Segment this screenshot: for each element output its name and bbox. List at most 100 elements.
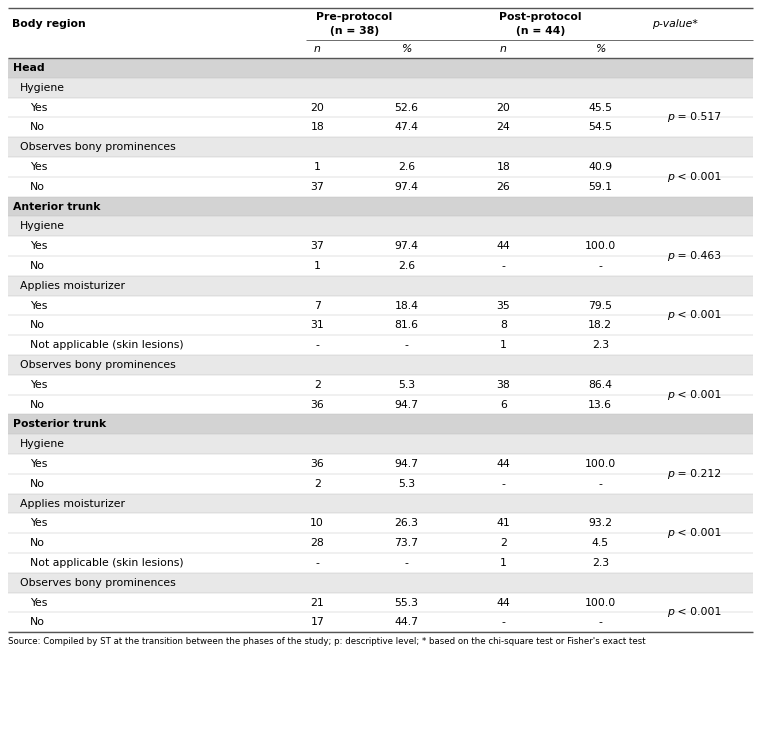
Bar — [8, 375, 753, 395]
Text: 97.4: 97.4 — [394, 241, 419, 251]
Text: No: No — [30, 320, 45, 330]
Text: Yes: Yes — [30, 241, 47, 251]
Bar — [8, 395, 753, 415]
Text: Source: Compiled by ST at the transition between the phases of the study; p: des: Source: Compiled by ST at the transition… — [8, 637, 645, 646]
Bar — [8, 276, 753, 296]
Bar — [8, 435, 753, 454]
Text: 17: 17 — [310, 617, 324, 627]
Bar — [8, 157, 753, 177]
Text: -: - — [501, 479, 505, 488]
Text: Not applicable (skin lesions): Not applicable (skin lesions) — [30, 558, 183, 568]
Text: No: No — [30, 617, 45, 627]
Bar — [8, 573, 753, 593]
Text: 100.0: 100.0 — [584, 459, 616, 469]
Text: p-value*: p-value* — [652, 19, 698, 29]
Text: 2: 2 — [314, 380, 320, 389]
Bar — [8, 613, 753, 632]
Text: 37: 37 — [310, 241, 324, 251]
Text: (n = 44): (n = 44) — [516, 26, 565, 36]
Text: 86.4: 86.4 — [588, 380, 613, 389]
Text: -: - — [501, 617, 505, 627]
Text: 41: 41 — [496, 518, 511, 528]
Text: p: p — [667, 310, 673, 321]
Text: Observes bony prominences: Observes bony prominences — [20, 578, 176, 588]
Bar — [8, 593, 753, 613]
Text: Observes bony prominences: Observes bony prominences — [20, 360, 176, 370]
Text: -: - — [598, 479, 602, 488]
Text: = 0.463: = 0.463 — [673, 251, 721, 261]
Text: No: No — [30, 400, 45, 409]
Text: 40.9: 40.9 — [588, 162, 613, 172]
Text: 21: 21 — [310, 598, 324, 607]
Text: Head: Head — [13, 63, 45, 73]
Text: -: - — [315, 340, 319, 350]
Text: 100.0: 100.0 — [584, 598, 616, 607]
Text: 26: 26 — [496, 182, 511, 191]
Bar — [8, 98, 753, 118]
Text: 7: 7 — [314, 301, 320, 310]
Text: 5.3: 5.3 — [398, 380, 416, 389]
Text: Applies moisturizer: Applies moisturizer — [20, 281, 125, 290]
Text: Yes: Yes — [30, 103, 47, 112]
Text: Yes: Yes — [30, 459, 47, 469]
Text: 8: 8 — [500, 320, 507, 330]
Text: 38: 38 — [496, 380, 511, 389]
Text: Yes: Yes — [30, 518, 47, 528]
Text: -: - — [405, 340, 409, 350]
Text: Body region: Body region — [11, 19, 85, 29]
Text: 54.5: 54.5 — [588, 122, 613, 132]
Bar — [8, 118, 753, 137]
Text: 1: 1 — [314, 162, 320, 172]
Bar — [8, 137, 753, 157]
Text: 36: 36 — [310, 459, 324, 469]
Text: = 0.517: = 0.517 — [673, 112, 721, 123]
Text: 4.5: 4.5 — [592, 538, 609, 548]
Text: -: - — [315, 558, 319, 568]
Text: = 0.212: = 0.212 — [673, 469, 721, 479]
Text: 31: 31 — [310, 320, 324, 330]
Text: 10: 10 — [310, 518, 324, 528]
Text: p: p — [667, 389, 673, 400]
Text: 18.2: 18.2 — [588, 320, 613, 330]
Text: No: No — [30, 538, 45, 548]
Text: Not applicable (skin lesions): Not applicable (skin lesions) — [30, 340, 183, 350]
Text: 79.5: 79.5 — [588, 301, 613, 310]
Text: No: No — [30, 122, 45, 132]
Text: 13.6: 13.6 — [588, 400, 613, 409]
Text: 6: 6 — [500, 400, 507, 409]
Bar — [8, 553, 753, 573]
Text: 2: 2 — [500, 538, 507, 548]
Bar — [8, 217, 753, 236]
Text: 44: 44 — [496, 459, 511, 469]
Text: 28: 28 — [310, 538, 324, 548]
Text: p: p — [667, 171, 673, 182]
Bar — [8, 58, 753, 78]
Text: n: n — [314, 44, 320, 54]
Text: 24: 24 — [496, 122, 511, 132]
Text: < 0.001: < 0.001 — [673, 171, 721, 182]
Text: 18: 18 — [496, 162, 511, 172]
Bar — [8, 78, 753, 98]
Text: 5.3: 5.3 — [398, 479, 416, 488]
Text: n: n — [500, 44, 507, 54]
Text: 94.7: 94.7 — [394, 459, 419, 469]
Bar — [8, 355, 753, 375]
Text: 44: 44 — [496, 241, 511, 251]
Text: 73.7: 73.7 — [394, 538, 419, 548]
Text: 100.0: 100.0 — [584, 241, 616, 251]
Text: Yes: Yes — [30, 301, 47, 310]
Text: p: p — [667, 607, 673, 617]
Bar — [8, 316, 753, 336]
Text: 52.6: 52.6 — [394, 103, 419, 112]
Bar — [8, 197, 753, 217]
Text: < 0.001: < 0.001 — [673, 607, 721, 617]
Text: No: No — [30, 479, 45, 488]
Text: 2.6: 2.6 — [398, 162, 416, 172]
Text: 81.6: 81.6 — [394, 320, 419, 330]
Text: 35: 35 — [496, 301, 511, 310]
Text: 2.3: 2.3 — [592, 340, 609, 350]
Text: Pre-protocol: Pre-protocol — [317, 12, 393, 22]
Bar — [8, 514, 753, 534]
Text: Observes bony prominences: Observes bony prominences — [20, 142, 176, 152]
Text: < 0.001: < 0.001 — [673, 389, 721, 400]
